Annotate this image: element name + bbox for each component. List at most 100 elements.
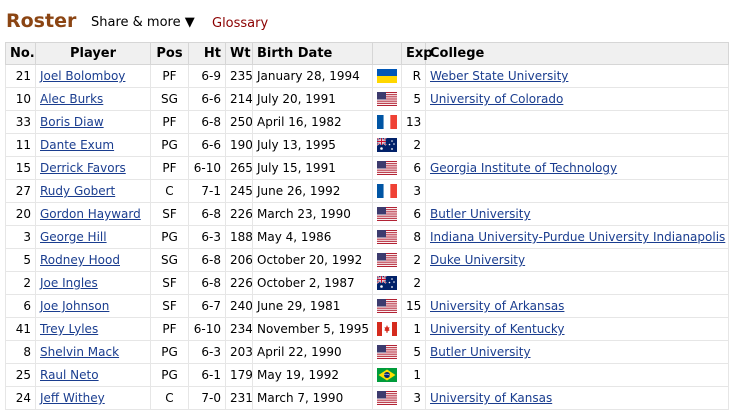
- college-link[interactable]: Duke University: [430, 253, 526, 267]
- cell-birth-date: July 20, 1991: [252, 87, 373, 111]
- cell-ht: 6-10: [188, 317, 226, 341]
- college-link[interactable]: Butler University: [430, 345, 531, 359]
- col-header-birth-country[interactable]: [372, 42, 402, 65]
- ca-flag-icon: [377, 322, 397, 337]
- college-link[interactable]: University of Arkansas: [430, 299, 565, 313]
- table-row: 5 Rodney Hood SG 6-8 206 October 20, 1992 2 Duk…: [5, 248, 729, 272]
- table-row: 10 Alec Burks SG 6-6 214 July 20, 1991 5 Univer…: [5, 87, 729, 111]
- college-link[interactable]: University of Colorado: [430, 92, 564, 106]
- cell-ht: 6-3: [188, 225, 226, 249]
- cell-player: Boris Diaw: [35, 110, 151, 134]
- cell-birth-date: June 26, 1992: [252, 179, 373, 203]
- cell-college: Butler University: [425, 340, 729, 364]
- cell-exp: R: [401, 64, 426, 88]
- college-link[interactable]: Georgia Institute of Technology: [430, 161, 618, 175]
- player-link[interactable]: Trey Lyles: [40, 322, 99, 336]
- cell-pos: C: [150, 386, 189, 410]
- cell-college: [425, 363, 729, 387]
- cell-wt: 179: [225, 363, 253, 387]
- cell-pos: PF: [150, 317, 189, 341]
- player-link[interactable]: Jeff Withey: [40, 391, 105, 405]
- cell-player: Shelvin Mack: [35, 340, 151, 364]
- cell-pos: PG: [150, 363, 189, 387]
- table-row: 3 George Hill PG 6-3 188 May 4, 1986 8 Indiana …: [5, 225, 729, 249]
- table-row: 6 Joe Johnson SF 6-7 240 June 29, 1981 15 Unive…: [5, 294, 729, 318]
- cell-no: 11: [5, 133, 36, 157]
- us-flag-icon: [377, 391, 397, 406]
- cell-college: Duke University: [425, 248, 729, 272]
- player-link[interactable]: Shelvin Mack: [40, 345, 120, 359]
- fr-flag-icon: [377, 184, 397, 199]
- cell-wt: 245: [225, 179, 253, 203]
- player-link[interactable]: Alec Burks: [40, 92, 104, 106]
- cell-pos: PF: [150, 110, 189, 134]
- cell-wt: 188: [225, 225, 253, 249]
- col-header-player[interactable]: Player: [35, 42, 151, 65]
- cell-pos: PF: [150, 64, 189, 88]
- college-link[interactable]: Indiana University-Purdue University Ind…: [430, 230, 726, 244]
- college-link[interactable]: Butler University: [430, 207, 531, 221]
- au-flag-icon: [377, 276, 397, 291]
- cell-birth-date: June 29, 1981: [252, 294, 373, 318]
- table-row: 15 Derrick Favors PF 6-10 265 July 15, 1991 6 G…: [5, 156, 729, 180]
- cell-ht: 6-7: [188, 294, 226, 318]
- col-header-exp[interactable]: Exp: [401, 42, 433, 65]
- col-header-birth-date[interactable]: Birth Date: [252, 42, 373, 65]
- player-link[interactable]: Derrick Favors: [40, 161, 126, 175]
- player-link[interactable]: Raul Neto: [40, 368, 99, 382]
- college-link[interactable]: University of Kansas: [430, 391, 553, 405]
- cell-exp: 1: [401, 317, 426, 341]
- cell-exp: 2: [401, 248, 426, 272]
- player-link[interactable]: George Hill: [40, 230, 107, 244]
- cell-no: 20: [5, 202, 36, 226]
- cell-college: University of Colorado: [425, 87, 729, 111]
- cell-flag: [372, 294, 402, 318]
- cell-no: 2: [5, 271, 36, 295]
- cell-wt: 235: [225, 64, 253, 88]
- col-header-ht[interactable]: Ht: [188, 42, 226, 65]
- cell-pos: C: [150, 179, 189, 203]
- cell-no: 3: [5, 225, 36, 249]
- col-header-college[interactable]: College: [425, 42, 729, 65]
- player-link[interactable]: Rodney Hood: [40, 253, 120, 267]
- cell-ht: 6-8: [188, 271, 226, 295]
- col-header-wt[interactable]: Wt: [225, 42, 253, 65]
- cell-pos: SG: [150, 87, 189, 111]
- cell-player: Jeff Withey: [35, 386, 151, 410]
- cell-college: Butler University: [425, 202, 729, 226]
- us-flag-icon: [377, 207, 397, 222]
- us-flag-icon: [377, 345, 397, 360]
- table-row: 20 Gordon Hayward SF 6-8 226 March 23, 1990 6 B…: [5, 202, 729, 226]
- col-header-pos[interactable]: Pos: [150, 42, 189, 65]
- cell-wt: 190: [225, 133, 253, 157]
- glossary-link[interactable]: Glossary: [212, 16, 269, 31]
- cell-wt: 234: [225, 317, 253, 341]
- cell-exp: 2: [401, 271, 426, 295]
- college-link[interactable]: Weber State University: [430, 69, 569, 83]
- player-link[interactable]: Joel Bolomboy: [40, 69, 126, 83]
- cell-flag: [372, 225, 402, 249]
- cell-flag: [372, 363, 402, 387]
- player-link[interactable]: Boris Diaw: [40, 115, 104, 129]
- cell-wt: 231: [225, 386, 253, 410]
- table-row: 2 Joe Ingles SF 6-8 226 October 2, 1987 2: [5, 271, 729, 295]
- player-link[interactable]: Rudy Gobert: [40, 184, 116, 198]
- cell-flag: [372, 202, 402, 226]
- cell-college: Georgia Institute of Technology: [425, 156, 729, 180]
- cell-birth-date: October 20, 1992: [252, 248, 373, 272]
- cell-wt: 226: [225, 271, 253, 295]
- cell-flag: [372, 87, 402, 111]
- player-link[interactable]: Joe Ingles: [40, 276, 98, 290]
- cell-exp: 3: [401, 386, 426, 410]
- col-header-no[interactable]: No.: [5, 42, 36, 65]
- player-link[interactable]: Dante Exum: [40, 138, 115, 152]
- player-link[interactable]: Gordon Hayward: [40, 207, 141, 221]
- share-more-menu[interactable]: Share & more ▼: [91, 15, 195, 30]
- cell-player: Trey Lyles: [35, 317, 151, 341]
- cell-pos: SF: [150, 294, 189, 318]
- college-link[interactable]: University of Kentucky: [430, 322, 565, 336]
- player-link[interactable]: Joe Johnson: [40, 299, 110, 313]
- cell-birth-date: October 2, 1987: [252, 271, 373, 295]
- table-row: 41 Trey Lyles PF 6-10 234 November 5, 1995 1 Un…: [5, 317, 729, 341]
- table-row: 8 Shelvin Mack PG 6-3 203 April 22, 1990 5 Butl…: [5, 340, 729, 364]
